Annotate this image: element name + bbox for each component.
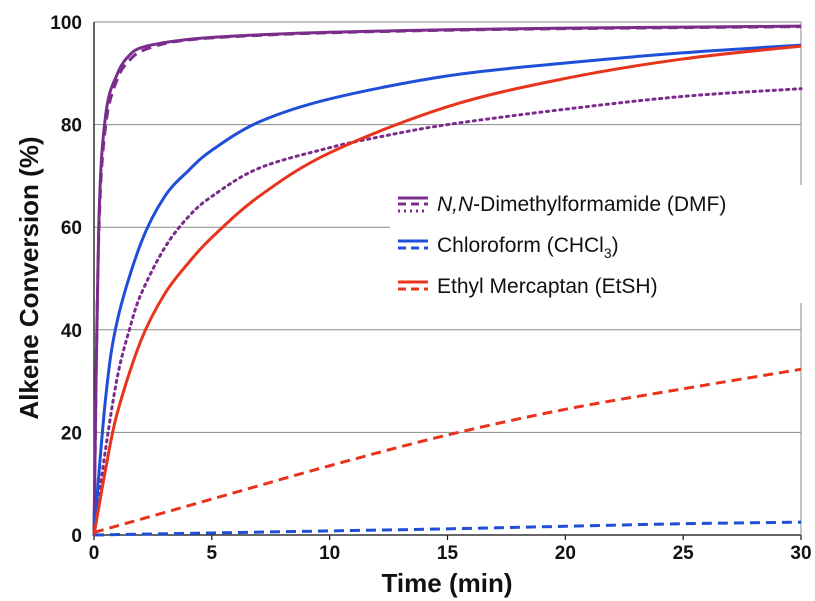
tick-labels: 0 20 40 60 80 100 0 5 10 15 20 25 30 (50, 13, 811, 564)
series-line-chloroform-solid (92, 43, 802, 536)
y-tick-label: 100 (50, 13, 82, 34)
series-line-etsh-solid (92, 44, 802, 536)
legend-entry-etsh: Ethyl Mercaptan (EtSH) (398, 275, 658, 298)
series-line-dmf-dot (92, 87, 803, 537)
legend-label-etsh: Ethyl Mercaptan (EtSH) (437, 275, 658, 298)
legend-label-dmf-prefix: N,N (437, 193, 474, 216)
legend-label-chloroform-sub: 3 (604, 245, 612, 261)
series-line-etsh-dash (93, 367, 802, 534)
legend-label-dmf-text: -Dimethylformamide (DMF) (473, 193, 726, 216)
x-tick-label: 30 (790, 543, 811, 564)
y-tick-label: 80 (61, 116, 82, 137)
series-line-dmf-dash (92, 25, 802, 536)
y-tick-label: 40 (61, 321, 82, 342)
y-tick-label: 60 (61, 218, 82, 239)
legend: N,N-Dimethylformamide (DMF) Chloroform (… (390, 185, 805, 303)
legend-entry-dmf: N,N-Dimethylformamide (DMF) (398, 193, 726, 216)
legend-label-chloroform-suffix: ) (612, 234, 619, 257)
x-tick-label: 5 (207, 543, 218, 564)
y-tick-label: 0 (71, 526, 82, 547)
y-tick-label: 20 (61, 423, 82, 444)
x-axis-title: Time (min) (382, 568, 513, 598)
x-tick-label: 20 (555, 543, 576, 564)
y-axis-title: Alkene Conversion (%) (14, 136, 44, 419)
legend-label-chloroform-text: Chloroform (CHCl (437, 234, 604, 257)
x-tick-label: 15 (437, 543, 459, 564)
x-tick-label: 0 (89, 543, 100, 564)
legend-label-dmf: N,N-Dimethylformamide (DMF) (437, 193, 726, 216)
legend-label-chloroform: Chloroform (CHCl3) (437, 234, 619, 261)
legend-background (390, 185, 805, 303)
x-tick-label: 25 (673, 543, 695, 564)
series-lines (92, 24, 803, 537)
legend-entry-chloroform: Chloroform (CHCl3) (398, 234, 619, 261)
series-line-chloroform-dash (93, 520, 802, 537)
x-tick-label: 10 (319, 543, 340, 564)
